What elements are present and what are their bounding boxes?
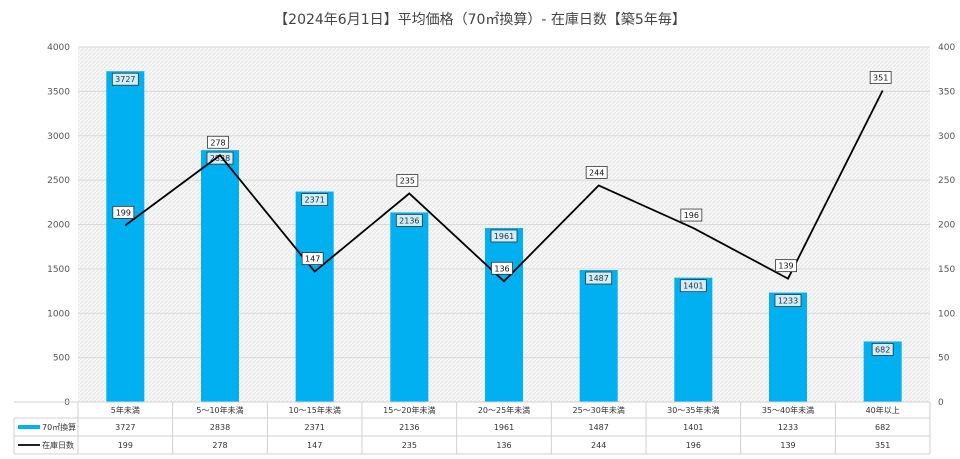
line-data-label: 139 [778, 262, 793, 271]
table-cell-line: 351 [875, 441, 890, 450]
line-data-label-box [775, 259, 797, 273]
y-right-tick-label: 200 [938, 221, 955, 231]
bar [201, 150, 239, 402]
x-tick-label: 5～10年未満 [196, 405, 243, 415]
table-cell-line: 278 [212, 441, 227, 450]
y-right-tick-label: 0 [938, 398, 944, 408]
bar-data-label-box [301, 193, 329, 206]
line-data-label: 147 [305, 255, 320, 264]
bar-data-label: 1487 [588, 274, 608, 283]
line-series-zaiko [124, 90, 884, 283]
table-cell-line: 196 [686, 441, 701, 450]
x-tick-label: 25～30年未満 [572, 405, 624, 415]
line-data-label: 244 [589, 168, 604, 177]
bar-data-label-box [679, 279, 707, 293]
bar [295, 191, 334, 402]
x-tick-label: 5年未満 [111, 405, 140, 415]
line-data-label-box [301, 252, 324, 265]
table-cell-bar: 2136 [399, 423, 419, 432]
x-tick-label: 20～25年未満 [478, 405, 530, 415]
bar [106, 71, 145, 402]
y-left-tick-label: 1000 [47, 309, 70, 319]
y-left-tick-label: 0 [64, 398, 70, 408]
line-data-label: 136 [494, 264, 509, 273]
y-right-tick-label: 150 [938, 265, 955, 275]
y-left-tick-label: 500 [53, 354, 70, 364]
y-right-tick-label: 400 [938, 43, 955, 53]
x-tick-label: 35～40年未満 [762, 405, 814, 415]
table-cell-bar: 1487 [588, 423, 608, 432]
y-left-tick-label: 3500 [47, 87, 70, 97]
line-data-label-box [680, 208, 703, 222]
y-left-tick-label: 2000 [47, 221, 70, 231]
bar-data-label: 682 [875, 345, 890, 354]
line-data-label-box [207, 135, 229, 149]
table-cell-line: 136 [496, 441, 511, 450]
bar-data-label-box [395, 214, 423, 227]
y-right-tick-label: 100 [938, 309, 955, 319]
x-tick-label: 30～35年未満 [667, 405, 719, 415]
line-data-label-box [585, 166, 608, 179]
x-tick-label: 40年以上 [866, 405, 900, 415]
line-data-label: 351 [873, 73, 888, 82]
line-data-label: 278 [210, 138, 225, 147]
table-cell-bar: 682 [875, 423, 890, 432]
legend-label-bar: 70㎡換算 [42, 422, 76, 432]
line-data-label-box [112, 205, 135, 219]
bar-data-label: 2838 [210, 154, 230, 163]
x-tick-label: 15～20年未満 [383, 405, 435, 415]
line-data-label-box [396, 174, 419, 187]
bar-data-label: 2136 [399, 216, 419, 225]
bar [769, 292, 807, 402]
table-cell-bar: 2371 [304, 423, 324, 432]
legend-key-bar [18, 425, 40, 429]
y-right-tick-label: 350 [938, 87, 955, 97]
bar-data-label-box [111, 72, 139, 86]
bar-data-label-box [871, 343, 894, 356]
bar-data-label-box [774, 294, 802, 307]
x-tick-label: 10～15年未満 [288, 405, 340, 415]
y-left-tick-label: 1500 [47, 265, 70, 275]
bar [674, 277, 713, 402]
line-data-label-box [491, 261, 513, 275]
bar [390, 212, 429, 402]
y-right-tick-label: 50 [938, 354, 950, 364]
bar [579, 270, 618, 402]
line-data-label: 199 [116, 208, 131, 217]
bar-data-label: 1401 [683, 282, 703, 291]
bar-data-label: 1961 [494, 232, 514, 241]
table-cell-line: 235 [402, 441, 417, 450]
line-data-label: 196 [684, 211, 699, 220]
y-left-tick-label: 3000 [47, 132, 70, 142]
legend-label-line: 在庫日数 [42, 440, 74, 450]
bar-data-label-box [585, 271, 613, 285]
y-right-tick-label: 300 [938, 132, 955, 142]
line-data-label: 235 [400, 176, 415, 185]
bar-data-label: 1233 [778, 297, 798, 306]
table-cell-bar: 1401 [683, 423, 703, 432]
line-data-label-box [869, 71, 892, 84]
table-cell-line: 199 [118, 441, 133, 450]
y-left-tick-label: 2500 [47, 176, 70, 186]
table-cell-line: 147 [307, 441, 322, 450]
y-left-tick-label: 4000 [47, 43, 70, 53]
table-cell-bar: 1233 [778, 423, 798, 432]
bar-data-label-box [490, 229, 518, 243]
chart-title: 【2024年6月1日】平均価格（70㎡換算）- 在庫日数【築5年毎】 [274, 11, 686, 28]
table-cell-bar: 3727 [115, 423, 135, 432]
table-cell-bar: 1961 [494, 423, 514, 432]
bar [485, 227, 523, 402]
bar-data-label: 2371 [304, 196, 324, 205]
table-cell-line: 139 [780, 441, 795, 450]
y-right-tick-label: 250 [938, 176, 955, 186]
table-cell-line: 244 [591, 441, 606, 450]
bar-data-label: 3727 [115, 75, 135, 84]
table-cell-bar: 2838 [210, 423, 230, 432]
